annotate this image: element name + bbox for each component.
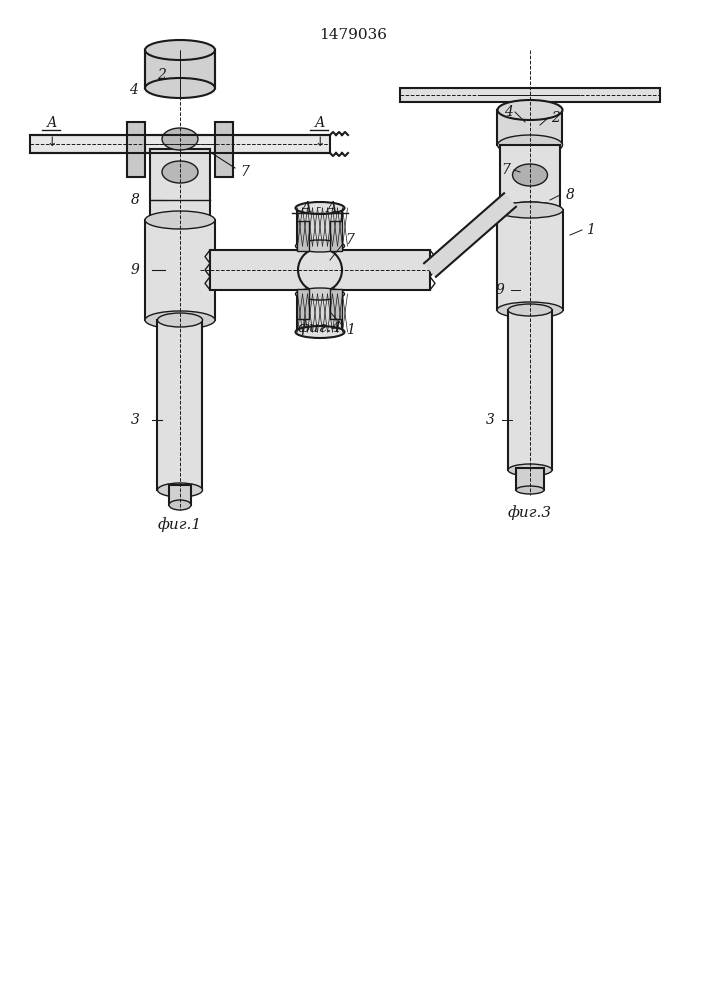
- Ellipse shape: [145, 78, 215, 98]
- Bar: [145, 220, 215, 320]
- Text: 8: 8: [131, 193, 139, 207]
- Bar: [298, 289, 310, 319]
- Ellipse shape: [499, 202, 561, 218]
- Text: 1: 1: [585, 223, 595, 237]
- Bar: [127, 121, 145, 176]
- Ellipse shape: [145, 211, 215, 229]
- Bar: [210, 250, 430, 290]
- Ellipse shape: [508, 304, 552, 316]
- Ellipse shape: [296, 202, 344, 214]
- Text: 3: 3: [131, 413, 139, 427]
- Text: А - А: А - А: [301, 201, 339, 215]
- Ellipse shape: [158, 483, 202, 497]
- Text: фиг.4: фиг.4: [298, 321, 342, 335]
- Bar: [150, 149, 210, 220]
- Text: 2: 2: [551, 111, 561, 125]
- Bar: [500, 145, 560, 210]
- Ellipse shape: [145, 40, 215, 60]
- Ellipse shape: [516, 486, 544, 494]
- Bar: [508, 310, 552, 470]
- Text: ↓: ↓: [47, 135, 57, 148]
- Text: 1479036: 1479036: [319, 28, 387, 42]
- Text: 7: 7: [240, 165, 250, 179]
- Bar: [330, 289, 342, 319]
- Bar: [298, 294, 342, 332]
- Text: 7: 7: [501, 163, 510, 177]
- Ellipse shape: [158, 313, 202, 327]
- Bar: [498, 110, 563, 145]
- Bar: [298, 208, 342, 246]
- Bar: [400, 88, 660, 102]
- Ellipse shape: [498, 100, 563, 120]
- Ellipse shape: [296, 240, 344, 252]
- Bar: [330, 221, 342, 251]
- Ellipse shape: [498, 135, 563, 155]
- Ellipse shape: [508, 464, 552, 476]
- Text: 4: 4: [503, 105, 513, 119]
- Bar: [497, 210, 563, 310]
- Text: 2: 2: [158, 68, 166, 82]
- Bar: [30, 135, 330, 153]
- Text: ↓: ↓: [315, 135, 325, 148]
- Text: 9: 9: [496, 283, 504, 297]
- Ellipse shape: [162, 128, 198, 150]
- Text: фиг.1: фиг.1: [158, 518, 202, 532]
- Ellipse shape: [497, 302, 563, 318]
- Ellipse shape: [162, 161, 198, 183]
- Text: 8: 8: [566, 188, 574, 202]
- Ellipse shape: [497, 202, 563, 218]
- Bar: [215, 121, 233, 176]
- Text: 9: 9: [131, 263, 139, 277]
- Ellipse shape: [296, 326, 344, 338]
- Ellipse shape: [513, 164, 547, 186]
- Text: А: А: [47, 116, 57, 130]
- Bar: [298, 221, 310, 251]
- Bar: [169, 485, 191, 505]
- Text: 3: 3: [486, 413, 494, 427]
- Text: 4: 4: [129, 83, 137, 97]
- Bar: [145, 50, 215, 88]
- Polygon shape: [424, 193, 516, 277]
- Text: фиг.3: фиг.3: [508, 506, 552, 520]
- Ellipse shape: [145, 311, 215, 329]
- Text: А: А: [315, 116, 325, 130]
- Text: 1: 1: [346, 323, 354, 337]
- Text: 7: 7: [346, 233, 354, 247]
- Ellipse shape: [296, 288, 344, 300]
- Ellipse shape: [169, 500, 191, 510]
- Bar: [158, 320, 202, 490]
- Bar: [516, 468, 544, 490]
